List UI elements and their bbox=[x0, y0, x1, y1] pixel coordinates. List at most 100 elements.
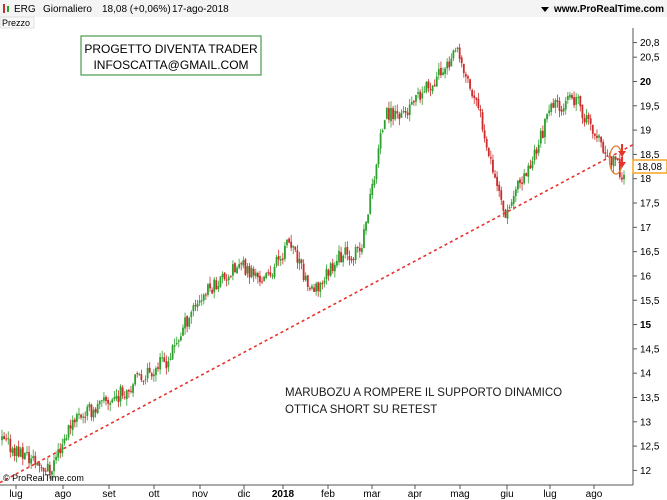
candle-body bbox=[471, 90, 474, 97]
candle-body bbox=[180, 336, 182, 341]
candle-body bbox=[173, 345, 176, 347]
candle-body bbox=[581, 104, 584, 119]
candle-body bbox=[80, 414, 82, 418]
candle-body bbox=[344, 247, 347, 255]
candle-body bbox=[492, 159, 494, 173]
candle-body bbox=[535, 149, 538, 154]
candle-body bbox=[614, 156, 617, 160]
candle-body bbox=[350, 258, 353, 261]
candle-body bbox=[192, 305, 195, 312]
candle-body bbox=[363, 229, 365, 248]
candle-body bbox=[527, 165, 530, 177]
y-tick-label: 17,5 bbox=[640, 199, 660, 210]
candle-body bbox=[373, 179, 376, 186]
candle-body bbox=[454, 50, 457, 52]
candle-body bbox=[300, 259, 303, 263]
candle-body bbox=[569, 94, 571, 98]
candle-body bbox=[388, 108, 390, 120]
candle-body bbox=[267, 272, 270, 274]
candle-body bbox=[510, 202, 513, 206]
candle-body bbox=[275, 257, 278, 266]
candle-body bbox=[435, 76, 438, 87]
candle-body bbox=[508, 207, 511, 209]
dropdown-arrow-icon[interactable] bbox=[541, 7, 549, 12]
candle-body bbox=[308, 288, 311, 290]
candle-body bbox=[202, 294, 205, 301]
y-tick-label: 20,8 bbox=[640, 38, 660, 49]
candle-body bbox=[360, 248, 363, 253]
x-tick-label: mar bbox=[363, 489, 381, 500]
candle-body bbox=[489, 157, 492, 159]
candle-body bbox=[165, 361, 168, 369]
x-axis-ticks: lug ago set ott nov dic 2018 feb mar apr mag giu lug… bbox=[9, 485, 603, 500]
candle-body bbox=[502, 200, 505, 211]
candle-body bbox=[175, 342, 178, 345]
candle-body bbox=[265, 273, 268, 278]
candle-body bbox=[623, 174, 625, 180]
candle-body bbox=[40, 467, 43, 469]
candle-body bbox=[53, 460, 55, 472]
candle-body bbox=[550, 103, 553, 112]
candle-body bbox=[425, 82, 428, 92]
candle-body bbox=[250, 267, 253, 278]
candle-body bbox=[90, 404, 93, 417]
x-tick-label: ott bbox=[148, 489, 159, 500]
candle-body bbox=[171, 345, 174, 360]
candle-body bbox=[475, 97, 478, 100]
candle-body bbox=[55, 456, 57, 461]
candle-body bbox=[138, 373, 141, 375]
y-tick-label: 18,5 bbox=[640, 150, 660, 161]
candle-body bbox=[421, 93, 424, 99]
candle-body bbox=[504, 210, 507, 218]
candle-body bbox=[519, 179, 521, 184]
candle-body bbox=[121, 387, 124, 396]
candle-body bbox=[223, 272, 226, 280]
candle-body bbox=[612, 156, 615, 167]
candle-body bbox=[392, 108, 394, 120]
x-tick-label: giu bbox=[500, 489, 513, 500]
candle-body bbox=[396, 111, 399, 114]
candle-body bbox=[236, 267, 238, 274]
ticker-label: ERG bbox=[14, 4, 36, 15]
candle-body bbox=[321, 283, 324, 285]
candle-body bbox=[410, 102, 413, 105]
support-trendline bbox=[0, 143, 634, 484]
candle-body bbox=[277, 256, 280, 260]
candle-body bbox=[621, 177, 623, 180]
x-tick-label: nov bbox=[192, 489, 208, 500]
candle-body bbox=[123, 396, 126, 398]
x-tick-label: feb bbox=[321, 489, 335, 500]
candle-body bbox=[292, 245, 295, 248]
candle-body bbox=[558, 101, 561, 111]
header-bar bbox=[0, 0, 667, 17]
candle-body bbox=[186, 316, 189, 327]
candle-body bbox=[485, 138, 488, 148]
candle-body bbox=[32, 456, 35, 459]
candle-body bbox=[560, 109, 563, 112]
candle-body bbox=[167, 361, 170, 368]
candle-body bbox=[23, 452, 26, 460]
candle-body bbox=[469, 79, 471, 89]
candle-body bbox=[161, 357, 164, 359]
candle-body bbox=[566, 96, 569, 100]
candle-body bbox=[573, 97, 575, 106]
candle-body bbox=[487, 147, 490, 157]
candle-body bbox=[34, 455, 37, 465]
candle-body bbox=[483, 130, 486, 139]
candle-body bbox=[348, 255, 351, 260]
candle-body bbox=[371, 184, 374, 195]
candle-body bbox=[450, 58, 453, 67]
candle-body bbox=[379, 133, 382, 149]
candle-body bbox=[188, 317, 191, 327]
candle-body bbox=[298, 258, 301, 264]
last-price-badge bbox=[632, 159, 667, 174]
candle-body bbox=[575, 97, 578, 105]
candle-body bbox=[506, 209, 509, 219]
candles-group bbox=[1, 43, 625, 481]
candle-body bbox=[433, 84, 436, 86]
candle-body bbox=[127, 389, 130, 392]
candle-body bbox=[402, 110, 405, 113]
chart-icon bbox=[3, 4, 9, 13]
candle-body bbox=[242, 260, 245, 266]
